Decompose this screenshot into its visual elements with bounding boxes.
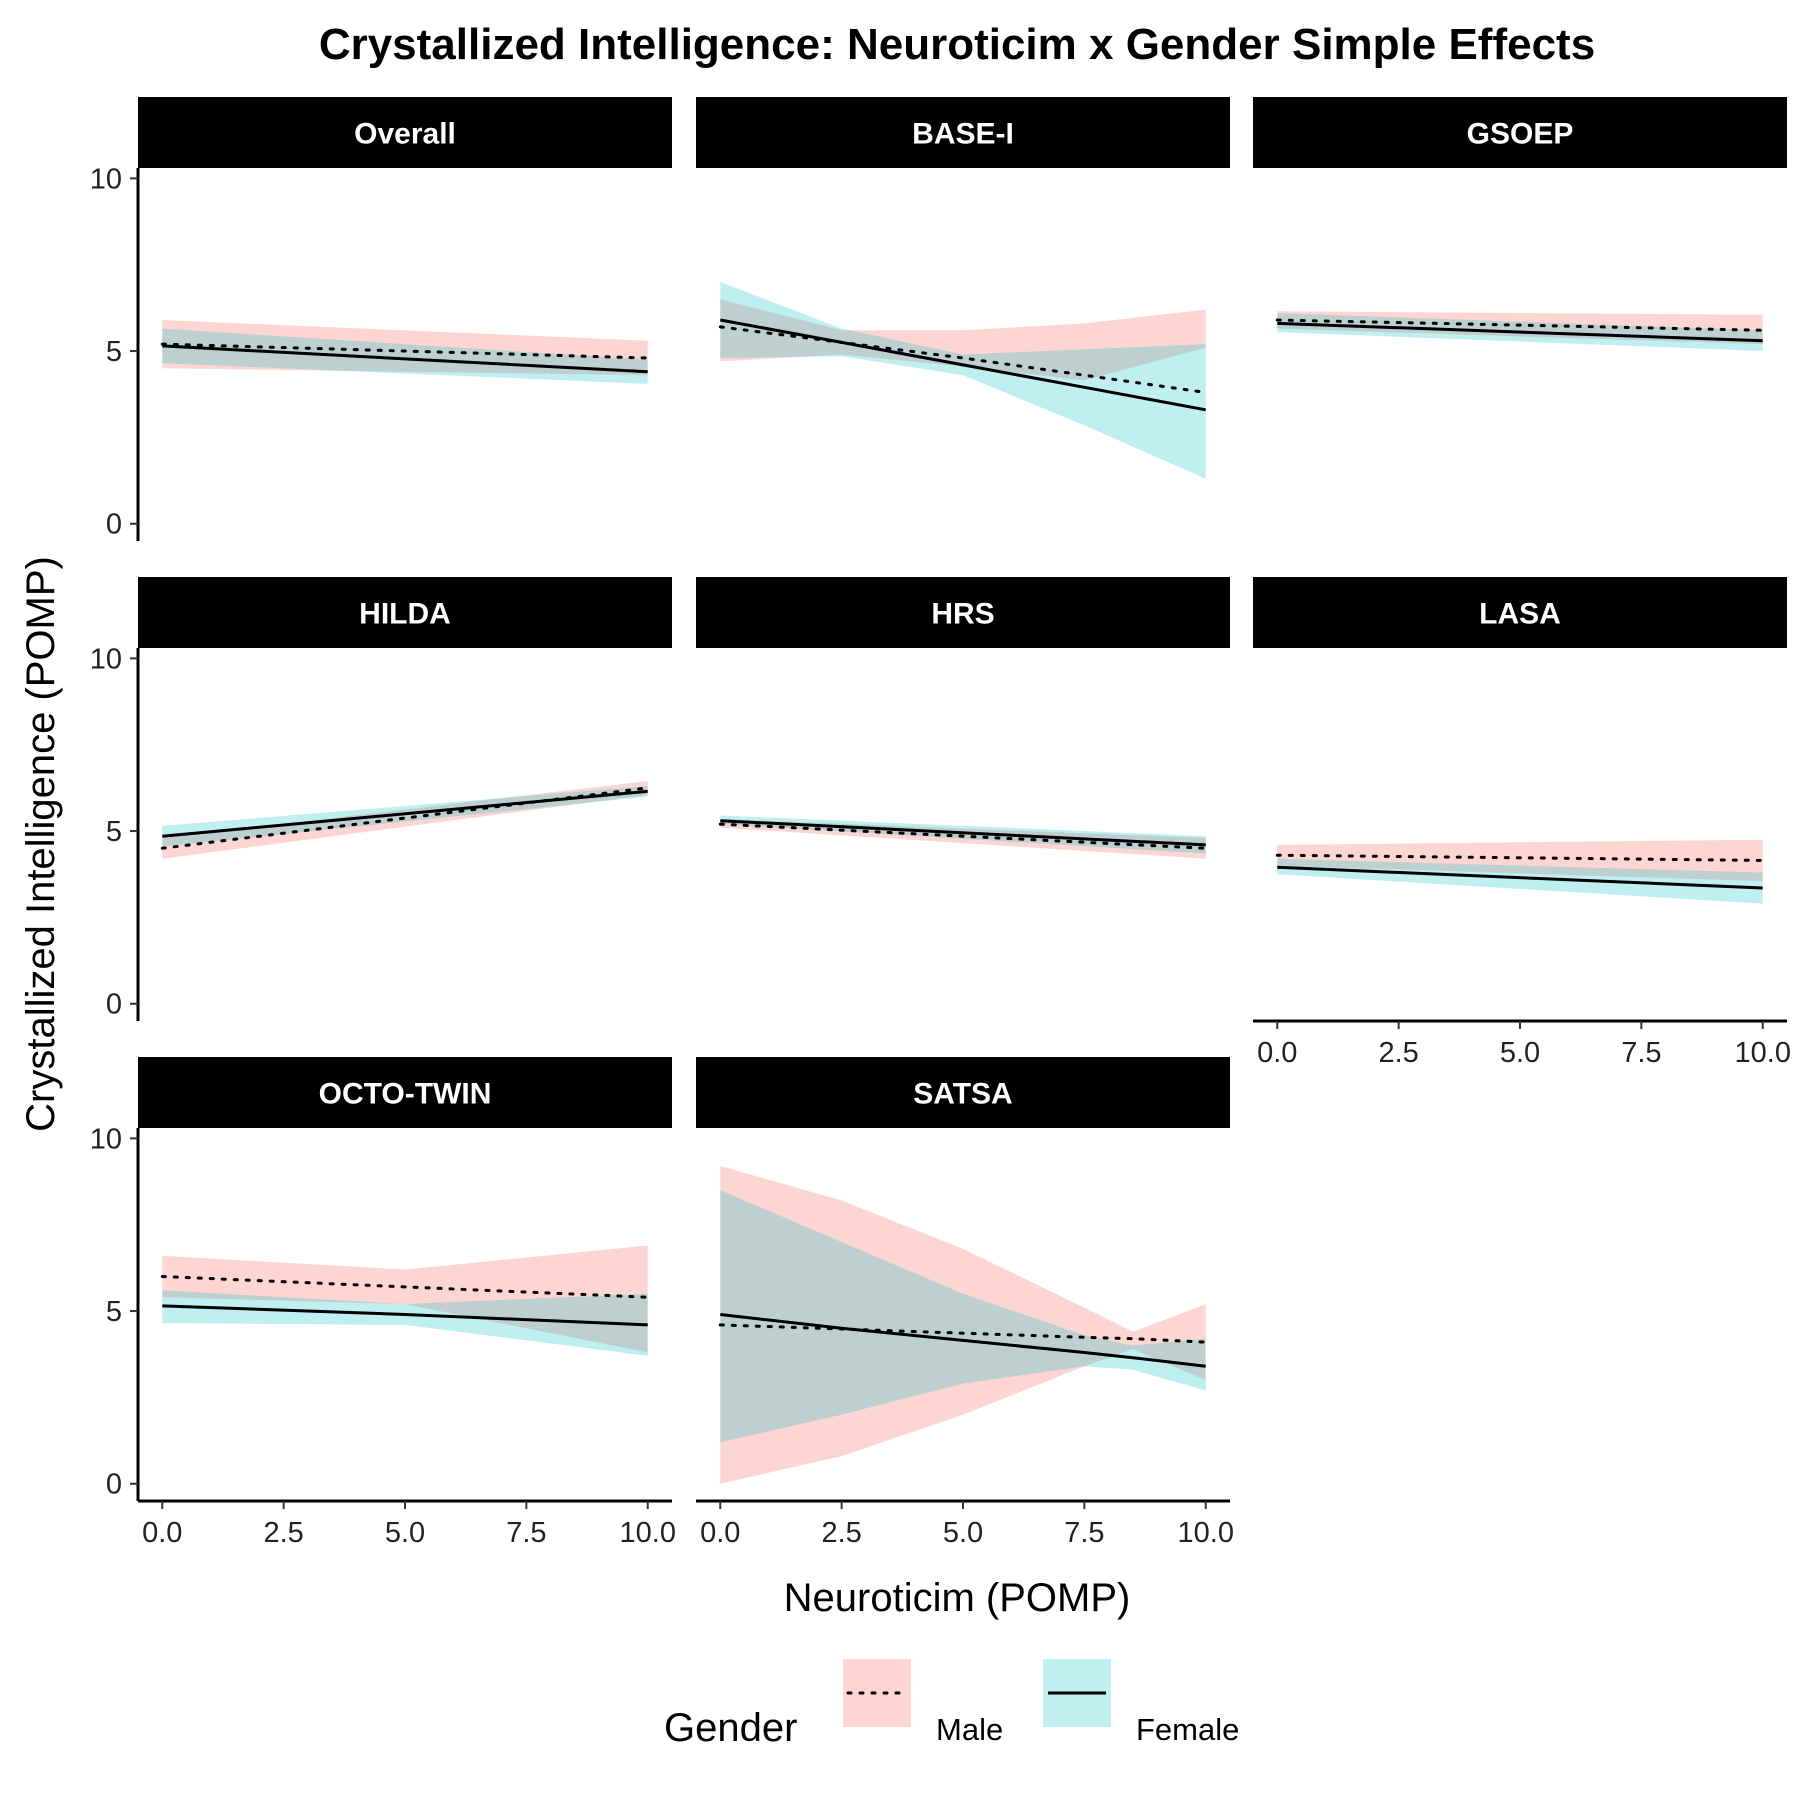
line-female-lasa [1277, 865, 1763, 890]
y-tick-label: 0 [106, 989, 122, 1021]
x-tick-label: 0.0 [1257, 1037, 1297, 1069]
ribbon-male-octo-twin [162, 1245, 648, 1353]
y-tick-label: 10 [90, 1123, 122, 1155]
x-tick-label: 2.5 [821, 1517, 861, 1549]
line-male-overall [160, 342, 650, 360]
facet-panels: Overall 0 5 10 BASE-I GSOEP HILDA 0 5 10 HRS LASA 0.… [90, 97, 1791, 1549]
legend-key-male-fill [843, 1659, 911, 1727]
x-tick-label: 10.0 [1735, 1037, 1791, 1069]
line-female-hilda [162, 789, 648, 838]
panel-hrs: HRS [696, 577, 1230, 859]
strip-label-base-i: BASE-I [912, 118, 1014, 151]
strip-lasa [1253, 577, 1787, 648]
x-tick-label: 2.5 [263, 1517, 303, 1549]
ribbon-female-lasa [1277, 858, 1763, 904]
x-tick-label: 10.0 [1178, 1517, 1234, 1549]
strip-base-i [696, 97, 1230, 168]
legend-title: Gender [664, 1706, 797, 1750]
ribbon-female-overall [162, 328, 648, 384]
x-tick-label: 5.0 [385, 1517, 425, 1549]
x-tick-label: 0.0 [142, 1517, 182, 1549]
x-tick-label: 7.5 [1621, 1037, 1661, 1069]
y-tick-label: 5 [106, 336, 122, 368]
ribbon-male-base-i [720, 299, 1206, 381]
line-female-hrs [720, 819, 1206, 847]
ribbon-female-base-i [720, 282, 1206, 479]
strip-label-hrs: HRS [931, 598, 994, 631]
x-axis-title: Neuroticim (POMP) [784, 1576, 1131, 1620]
x-tick-label: 7.5 [506, 1517, 546, 1549]
x-tick-label: 5.0 [943, 1517, 983, 1549]
y-tick-label: 5 [106, 816, 122, 848]
legend: Gender Male Female [664, 1659, 1239, 1750]
ribbon-female-satsa [720, 1190, 1206, 1443]
line-male-base-i [718, 325, 1208, 394]
y-tick-label: 10 [90, 163, 122, 195]
y-tick-label: 5 [106, 1296, 122, 1328]
line-male-hrs [718, 822, 1208, 850]
strip-overall [138, 97, 672, 168]
panel-octo-twin: OCTO-TWIN 0 5 10 0.0 2.5 5.0 7.5 10.0 [90, 1057, 676, 1549]
line-female-overall [162, 344, 648, 374]
strip-label-overall: Overall [354, 118, 456, 151]
line-female-satsa [720, 1313, 1206, 1368]
ribbon-female-octo-twin [162, 1290, 648, 1356]
x-tick-label: 7.5 [1064, 1517, 1104, 1549]
ribbon-female-hilda [162, 786, 648, 847]
ribbon-male-lasa [1277, 839, 1763, 882]
line-male-octo-twin [160, 1275, 650, 1299]
ribbon-female-hrs [720, 815, 1206, 854]
strip-octo-twin [138, 1057, 672, 1128]
strip-hrs [696, 577, 1230, 648]
line-male-satsa [718, 1323, 1208, 1344]
line-male-lasa [1275, 853, 1765, 862]
strip-gsoep [1253, 97, 1787, 168]
panel-base-i: BASE-I [696, 97, 1230, 479]
strip-hilda [138, 577, 672, 648]
panel-gsoep: GSOEP [1253, 97, 1787, 351]
strip-label-gsoep: GSOEP [1467, 118, 1574, 151]
strip-label-octo-twin: OCTO-TWIN [319, 1078, 492, 1111]
panel-overall: Overall 0 5 10 [90, 97, 672, 541]
strip-label-lasa: LASA [1479, 598, 1561, 631]
y-tick-label: 0 [106, 509, 122, 541]
x-tick-label: 2.5 [1378, 1037, 1418, 1069]
legend-label-female: Female [1136, 1712, 1239, 1747]
panel-satsa: SATSA 0.0 2.5 5.0 7.5 10.0 [696, 1057, 1234, 1549]
panel-hilda: HILDA 0 5 10 [90, 577, 672, 1021]
x-tick-label: 5.0 [1500, 1037, 1540, 1069]
y-tick-label: 10 [90, 643, 122, 675]
x-tick-label: 10.0 [620, 1517, 676, 1549]
ribbon-male-satsa [720, 1166, 1206, 1484]
strip-satsa [696, 1057, 1230, 1128]
line-female-base-i [720, 318, 1206, 412]
line-female-gsoep [1277, 321, 1763, 343]
line-female-octo-twin [162, 1304, 648, 1327]
y-axis-title: Crystallized Intelligence (POMP) [19, 556, 63, 1132]
chart-title: Crystallized Intelligence: Neuroticim x … [319, 20, 1595, 69]
ribbon-male-overall [162, 320, 648, 376]
x-tick-label: 0.0 [700, 1517, 740, 1549]
panel-lasa: LASA 0.0 2.5 5.0 7.5 10.0 [1253, 577, 1791, 1069]
line-male-gsoep [1275, 318, 1765, 332]
y-tick-label: 0 [106, 1469, 122, 1501]
strip-label-hilda: HILDA [359, 598, 451, 631]
strip-label-satsa: SATSA [913, 1078, 1012, 1111]
ribbon-male-hilda [162, 781, 648, 859]
legend-label-male: Male [936, 1712, 1003, 1747]
